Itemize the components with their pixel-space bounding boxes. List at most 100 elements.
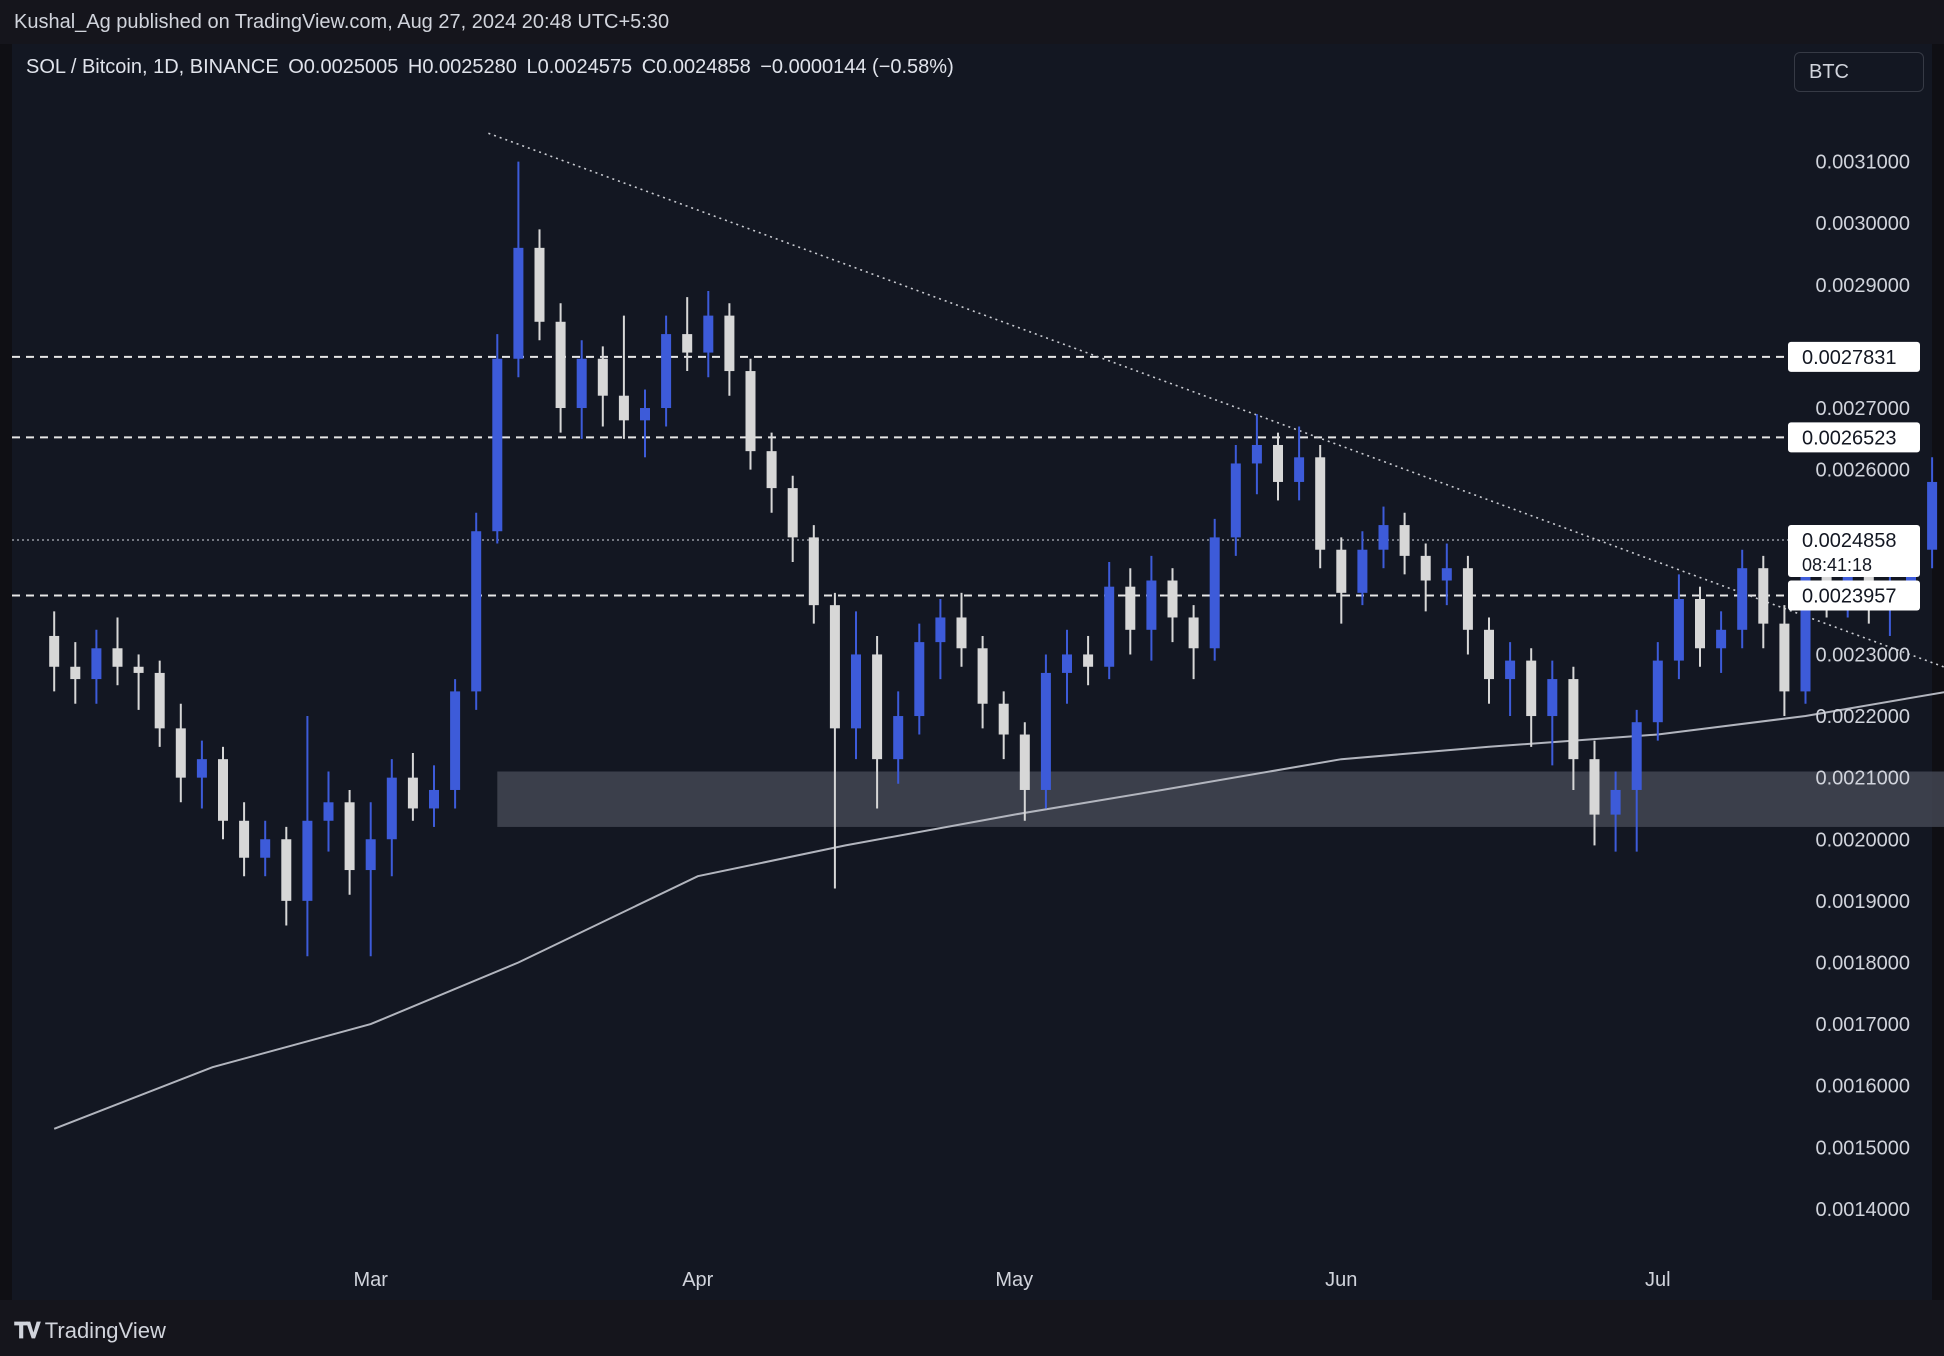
y-axis-tick-label: 0.0015000 [1815,1137,1910,1159]
candle-body [851,654,861,729]
y-axis-tick-label: 0.0017000 [1815,1014,1910,1036]
candle-body [1673,598,1684,661]
candle-body [133,666,144,673]
candle-body [1927,481,1938,550]
candle-body [450,691,461,790]
footer-bar [0,1300,1944,1356]
candle-body [977,648,988,704]
candle-body [1019,734,1030,790]
candle-body [49,635,60,667]
candle-body [829,605,840,729]
candle-body [1505,660,1516,680]
candle-body [914,642,925,717]
price-label-text: 0.0024858 [1802,530,1897,552]
symbol-legend: SOL / Bitcoin, 1D, BINANCE O0.0025005 H0… [26,56,958,79]
candle-body [1146,580,1157,630]
x-axis-tick-label: Apr [682,1269,713,1291]
x-axis-tick-label: Jul [1645,1269,1671,1291]
candle-body [1230,463,1241,538]
candle-body [513,247,524,359]
candle-body [1610,789,1621,815]
price-label-box [1788,422,1920,453]
price-label-countdown: 08:41:18 [1802,555,1872,575]
candle-body [1294,457,1305,482]
candle-body [1568,679,1579,760]
tradingview-brand[interactable]: 𝐓𝐕 TradingView [14,1318,166,1344]
candle-body [1083,654,1094,667]
candle-body [1441,568,1452,581]
y-axis-tick-label: 0.0027000 [1815,398,1910,420]
candle-body [323,802,334,821]
candle-body [429,789,439,809]
y-axis-tick-label: 0.0018000 [1815,952,1910,974]
y-axis-tick-label: 0.0019000 [1815,891,1910,913]
candle-body [998,703,1009,735]
candle-body [91,648,102,680]
candle-body [682,334,693,353]
y-axis-tick-label: 0.0020000 [1815,829,1910,851]
candle-body [1716,629,1727,649]
candle-body [661,334,672,409]
candle-body [935,617,946,643]
y-axis-tick-label: 0.0023000 [1815,644,1910,666]
candle-body [1315,457,1326,550]
y-axis-tick-label: 0.0029000 [1815,275,1910,297]
candle-body [112,648,123,667]
candle-body [1842,555,1853,599]
chart-frame[interactable] [12,44,1932,1300]
candle-body [745,371,756,452]
candle-body [344,802,355,871]
candle-body [1737,568,1748,630]
candle-body [302,820,313,901]
candle-body [1251,444,1262,464]
candle-body [1484,629,1494,680]
price-label-box [1788,580,1920,611]
candle-body [239,820,250,858]
price-label-text: 0.0026523 [1802,427,1897,449]
candle-body [1420,555,1431,581]
y-axis-tick-label: 0.0021000 [1815,768,1910,790]
y-axis-tick-label: 0.0026000 [1815,460,1910,482]
legend-low: L0.0024575 [526,56,633,78]
candle-body [555,321,566,409]
publisher-bar: Kushal_Ag published on TradingView.com, … [0,0,1944,44]
candle-body [893,716,904,760]
candle-body [1209,537,1220,649]
candle-body [576,358,587,409]
candle-body [1800,574,1811,692]
candle-body [70,666,81,680]
x-axis-tick-label: Jun [1325,1269,1357,1291]
candle-body [1779,623,1790,692]
currency-button[interactable]: BTC [1794,52,1924,92]
x-axis-tick-label: May [995,1269,1033,1291]
candle-body [492,358,503,532]
candle-body [1188,617,1199,649]
candle-body [1167,580,1178,618]
candle-body [1125,586,1136,630]
candle-body [618,395,629,421]
price-label-box [1788,524,1920,577]
price-label-text: 0.0027831 [1802,347,1897,369]
price-label-box [1788,341,1920,372]
y-axis-tick-label: 0.0031000 [1815,152,1910,174]
candle-body [1336,549,1347,593]
candle-body [365,839,376,871]
candle-body [1631,722,1642,790]
price-label-text: 0.0023957 [1802,585,1897,607]
candle-body [766,451,777,489]
legend-symbol: SOL / Bitcoin, 1D, BINANCE [26,56,279,78]
candle-body [1526,660,1537,717]
candle-body [1273,444,1283,482]
candle-body [597,358,608,396]
candle-body [1378,525,1389,550]
moving-average-line [53,691,1944,1130]
candle-body [808,537,819,606]
candle-body [1104,586,1115,667]
candle-body [196,759,207,778]
candle-body [872,654,883,760]
candle-body [1040,672,1051,790]
legend-change: −0.0000144 (−0.58%) [760,56,954,78]
candle-body [281,839,292,901]
candle-body [1062,654,1072,673]
